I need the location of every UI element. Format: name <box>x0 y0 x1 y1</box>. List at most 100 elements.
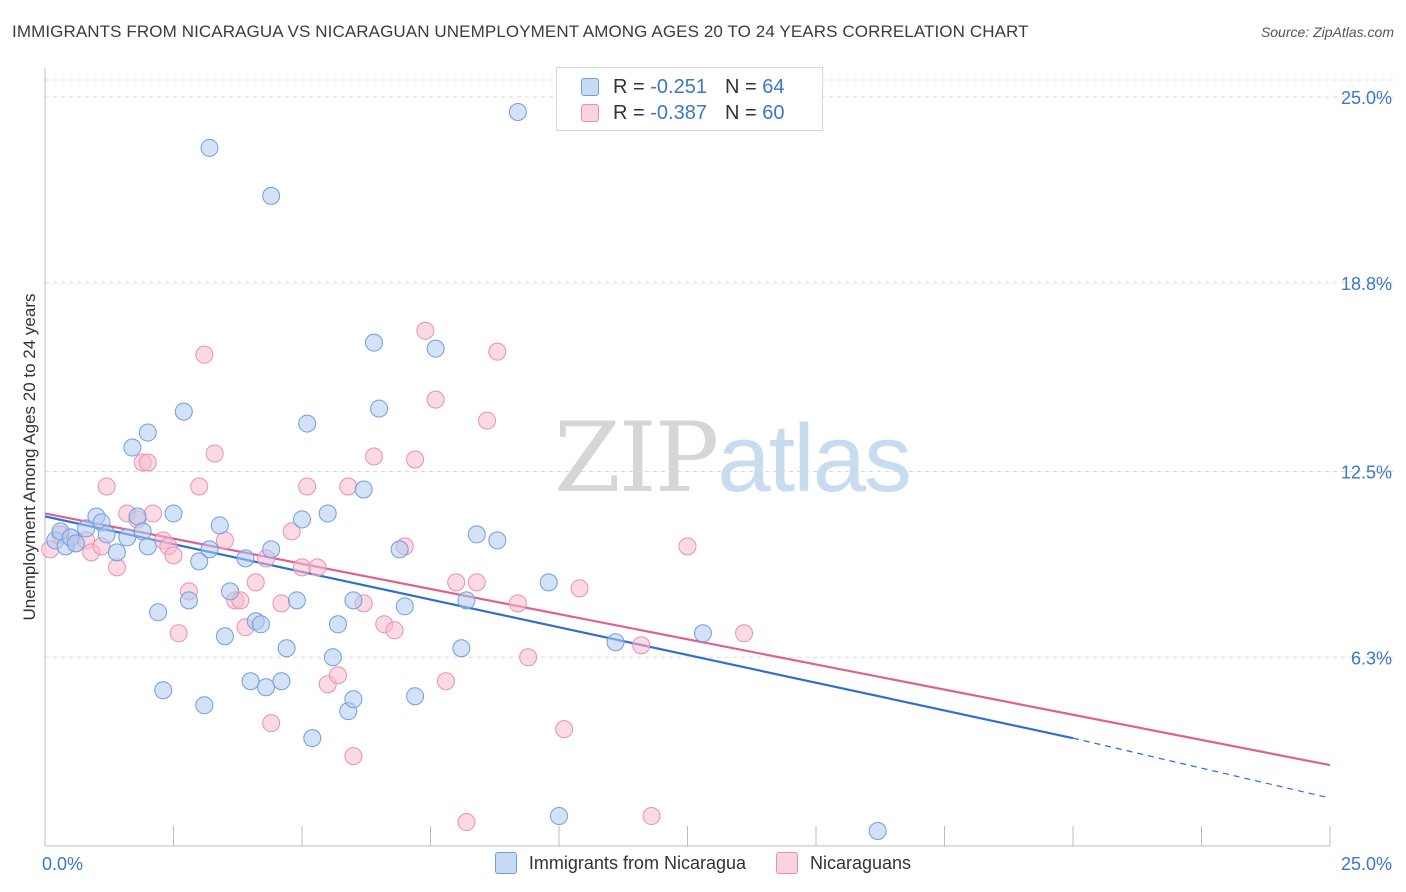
point-nicaraguans <box>478 411 497 430</box>
legend-swatch-pink <box>581 104 599 122</box>
point-nicaraguans <box>272 594 291 613</box>
point-nicaraguans <box>447 573 466 592</box>
watermark: ZIPatlas <box>554 402 912 514</box>
point-immigrants <box>550 807 568 826</box>
point-immigrants <box>693 624 712 643</box>
point-immigrants <box>508 102 527 121</box>
x-tick-label: 25.0% <box>1341 854 1392 874</box>
point-immigrants <box>262 186 281 205</box>
point-nicaraguans <box>344 747 363 766</box>
point-immigrants <box>298 414 317 433</box>
point-immigrants <box>215 627 234 646</box>
point-nicaraguans <box>570 579 589 598</box>
point-immigrants <box>467 525 486 544</box>
point-immigrants <box>138 537 157 556</box>
point-immigrants <box>200 540 219 559</box>
point-nicaraguans <box>169 624 188 643</box>
point-nicaraguans <box>328 666 347 685</box>
y-axis-label: Unemployment Among Ages 20 to 24 years <box>20 293 39 621</box>
point-immigrants <box>364 333 383 352</box>
point-immigrants <box>164 504 183 523</box>
point-nicaraguans <box>308 558 327 577</box>
legend-r-label: R = <box>613 75 645 98</box>
point-nicaraguans <box>339 477 358 496</box>
point-nicaraguans <box>416 321 435 340</box>
point-nicaraguans <box>246 573 265 592</box>
point-nicaraguans <box>519 648 538 667</box>
point-nicaraguans <box>298 477 317 496</box>
point-immigrants <box>190 552 209 571</box>
point-nicaraguans <box>138 453 157 472</box>
legend-label-nicaraguans: Nicaraguans <box>810 852 912 873</box>
point-nicaraguans <box>508 594 527 613</box>
point-immigrants <box>868 822 887 841</box>
legend-r-value: -0.251 <box>650 75 707 98</box>
point-immigrants <box>221 582 240 601</box>
point-immigrants <box>236 549 255 568</box>
data-points <box>41 102 887 841</box>
point-nicaraguans <box>436 672 455 691</box>
legend-r-value: -0.387 <box>650 101 707 124</box>
legend-n-value: 64 <box>762 75 785 98</box>
point-nicaraguans <box>488 342 507 361</box>
point-immigrants <box>123 438 142 457</box>
point-immigrants <box>262 540 281 559</box>
legend-r-label: R = <box>613 101 645 124</box>
point-nicaraguans <box>555 720 574 739</box>
point-nicaraguans <box>678 537 697 556</box>
point-nicaraguans <box>195 345 214 364</box>
correlation-legend: R = -0.251 N = 64 R = -0.387 N = 60 <box>556 67 823 131</box>
point-immigrants <box>272 672 291 691</box>
point-immigrants <box>174 402 193 421</box>
point-immigrants <box>251 615 270 634</box>
y-tick-label: 18.8% <box>1341 274 1392 294</box>
legend-n-label: N = <box>724 101 757 124</box>
point-nicaraguans <box>632 636 651 655</box>
point-immigrants <box>323 648 342 667</box>
point-immigrants <box>77 519 96 538</box>
point-immigrants <box>370 399 389 418</box>
y-tick-label: 6.3% <box>1351 648 1392 668</box>
point-immigrants <box>354 480 373 499</box>
point-immigrants <box>344 690 363 709</box>
point-immigrants <box>179 591 198 610</box>
point-nicaraguans <box>215 531 234 550</box>
y-tick-label: 25.0% <box>1341 88 1392 108</box>
grid-lines <box>45 79 1395 658</box>
point-nicaraguans <box>282 522 301 541</box>
point-immigrants <box>395 597 414 616</box>
point-immigrants <box>457 591 476 610</box>
legend-label-immigrants: Immigrants from Nicaragua <box>528 852 746 873</box>
point-immigrants <box>303 729 322 748</box>
legend-swatch-blue <box>494 852 517 874</box>
legend-swatch-blue <box>581 78 599 96</box>
point-nicaraguans <box>97 477 116 496</box>
point-immigrants <box>328 615 347 634</box>
point-immigrants <box>390 540 409 559</box>
watermark-zip: ZIP <box>554 402 719 514</box>
point-nicaraguans <box>293 558 311 577</box>
legend-n-value: 60 <box>762 101 785 124</box>
point-nicaraguans <box>205 444 224 463</box>
x-tick-label: 0.0% <box>42 854 83 874</box>
point-immigrants <box>539 573 558 592</box>
point-immigrants <box>318 504 337 523</box>
point-immigrants <box>138 423 157 442</box>
point-immigrants <box>452 639 471 658</box>
legend-item-nicaraguans: Nicaraguans <box>776 852 911 874</box>
point-immigrants <box>200 138 219 157</box>
y-tick-label: 12.5% <box>1341 463 1392 483</box>
point-nicaraguans <box>262 714 281 733</box>
point-immigrants <box>133 522 152 541</box>
point-nicaraguans <box>143 504 162 523</box>
trend-line-immigrants-extension <box>1072 737 1331 799</box>
point-nicaraguans <box>426 390 445 409</box>
point-nicaraguans <box>190 477 209 496</box>
point-immigrants <box>97 525 116 544</box>
point-nicaraguans <box>467 573 486 592</box>
point-immigrants <box>128 507 147 526</box>
point-immigrants <box>406 687 425 706</box>
point-immigrants <box>287 591 306 610</box>
point-immigrants <box>241 672 260 691</box>
